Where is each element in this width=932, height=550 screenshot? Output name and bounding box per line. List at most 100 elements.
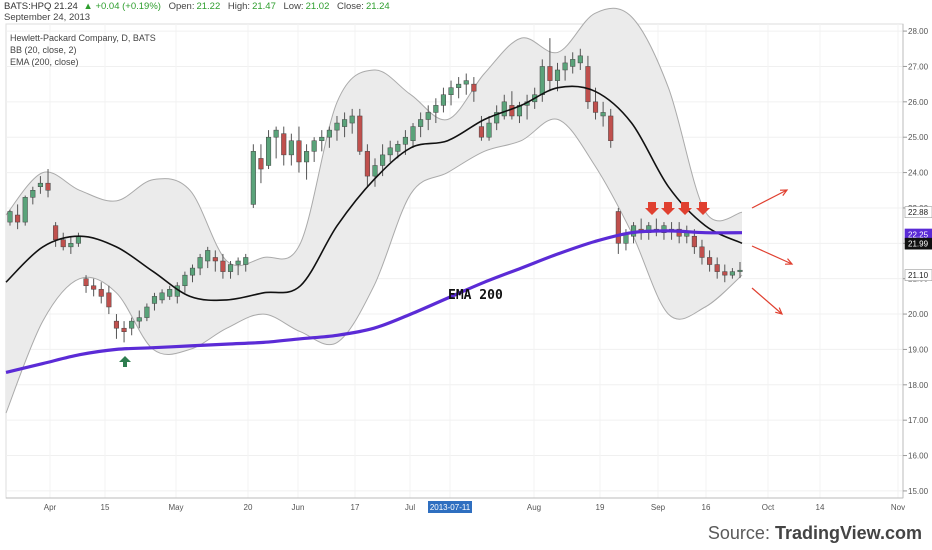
sell-arrow-icon xyxy=(696,202,710,215)
candle-body xyxy=(562,62,568,71)
price-tag xyxy=(904,269,932,281)
candle-body xyxy=(463,80,469,85)
candle-body xyxy=(364,151,370,177)
close-label: Close: xyxy=(337,1,364,12)
candle-body xyxy=(265,136,272,166)
candle-body xyxy=(106,292,112,308)
candle-body xyxy=(585,66,591,103)
candle-body xyxy=(273,129,279,138)
candle-body xyxy=(478,126,485,138)
candle-body xyxy=(98,289,104,297)
price-tag xyxy=(904,206,932,218)
x-tick-label: 17 xyxy=(351,503,360,512)
candle-body xyxy=(205,250,211,262)
candle-body xyxy=(182,274,188,287)
legend-bb[interactable]: BB (20, close, 2) xyxy=(10,45,77,55)
y-tick-label: 24.00 xyxy=(908,169,929,178)
candle-body xyxy=(334,122,340,131)
x-tick-label: 20 xyxy=(244,503,253,512)
candle-body xyxy=(714,264,720,272)
candle-body xyxy=(258,158,264,170)
buy-arrow-icon xyxy=(119,356,131,367)
candle-body xyxy=(349,115,355,124)
candle-body xyxy=(304,151,310,163)
x-tick-label: Sep xyxy=(651,503,666,512)
candle-body xyxy=(129,320,135,329)
candle-body xyxy=(15,214,21,223)
candle-body xyxy=(691,235,697,248)
y-tick-label: 18.00 xyxy=(908,381,929,390)
candle-body xyxy=(296,140,302,163)
candle-body xyxy=(326,129,332,138)
candle-body xyxy=(547,66,553,81)
x-tick-label: 16 xyxy=(702,503,711,512)
candle-body xyxy=(53,225,59,241)
candle-body xyxy=(227,264,234,272)
candle-body xyxy=(91,285,97,290)
bollinger-upper-line xyxy=(5,7,743,267)
candle-body xyxy=(387,147,393,156)
source-prefix: Source: xyxy=(707,523,775,543)
y-tick-label: 20.00 xyxy=(908,310,929,319)
candle-body xyxy=(357,115,363,152)
candle-body xyxy=(699,246,705,258)
candle-body xyxy=(722,271,728,276)
candle-body xyxy=(136,317,142,322)
sell-arrow-icon xyxy=(661,202,675,215)
candle-body xyxy=(311,140,317,152)
x-tick-label: 2013-07-11 xyxy=(430,503,471,512)
candle-body xyxy=(433,105,439,113)
candle-body xyxy=(395,144,401,152)
source-credit: Source: TradingView.com xyxy=(708,523,922,544)
projection-arrowhead-icon xyxy=(779,189,789,196)
x-tick-label: Jun xyxy=(292,503,305,512)
candle-body xyxy=(189,267,196,276)
candle-body xyxy=(600,112,606,117)
candle-body xyxy=(608,115,614,141)
candle-body xyxy=(250,151,256,205)
date-label: September 24, 2013 xyxy=(4,12,91,23)
candle-body xyxy=(539,66,545,95)
y-tick-label: 19.00 xyxy=(908,345,929,354)
candle-body xyxy=(402,136,408,145)
candle-body xyxy=(151,296,158,304)
high-label: High: xyxy=(227,1,251,12)
y-tick-label: 25.00 xyxy=(908,133,929,142)
last-price: 21.24 xyxy=(53,1,78,12)
candle-body xyxy=(456,83,462,88)
legend-ema[interactable]: EMA (200, close) xyxy=(10,57,79,67)
candle-body xyxy=(243,257,249,265)
x-tick-label: Nov xyxy=(891,503,905,512)
x-tick-label: 19 xyxy=(596,503,605,512)
candle-body xyxy=(410,126,416,141)
y-tick-label: 27.00 xyxy=(908,62,929,71)
price-change: ▲ +0.04 (+0.19%) xyxy=(83,1,161,12)
projection-arrowhead-icon xyxy=(784,258,794,265)
candle-body xyxy=(113,320,120,329)
candle-body xyxy=(60,239,66,248)
candle-body xyxy=(737,269,743,272)
symbol-label: BATS:HPQ xyxy=(4,1,52,12)
low-value: 21.02 xyxy=(305,1,330,12)
low-label: Low: xyxy=(283,1,304,12)
candle-body xyxy=(471,83,477,92)
x-tick-label: 14 xyxy=(816,503,825,512)
sell-arrow-icon xyxy=(678,202,692,215)
y-tick-label: 17.00 xyxy=(908,416,929,425)
x-tick-label: Jul xyxy=(405,503,415,512)
price-tag-label: 21.10 xyxy=(908,271,929,280)
price-tag xyxy=(904,237,932,250)
candle-body xyxy=(212,257,218,262)
x-tick-label: 15 xyxy=(101,503,110,512)
candle-body xyxy=(83,278,89,287)
y-tick-label: 15.00 xyxy=(908,487,929,496)
ema-200-line xyxy=(5,229,743,374)
bollinger-band-fill xyxy=(6,8,742,414)
candle-body xyxy=(554,69,561,81)
candle-body xyxy=(509,105,515,117)
candle-body xyxy=(418,119,424,127)
candle-body xyxy=(144,306,150,318)
candle-body xyxy=(615,211,621,244)
